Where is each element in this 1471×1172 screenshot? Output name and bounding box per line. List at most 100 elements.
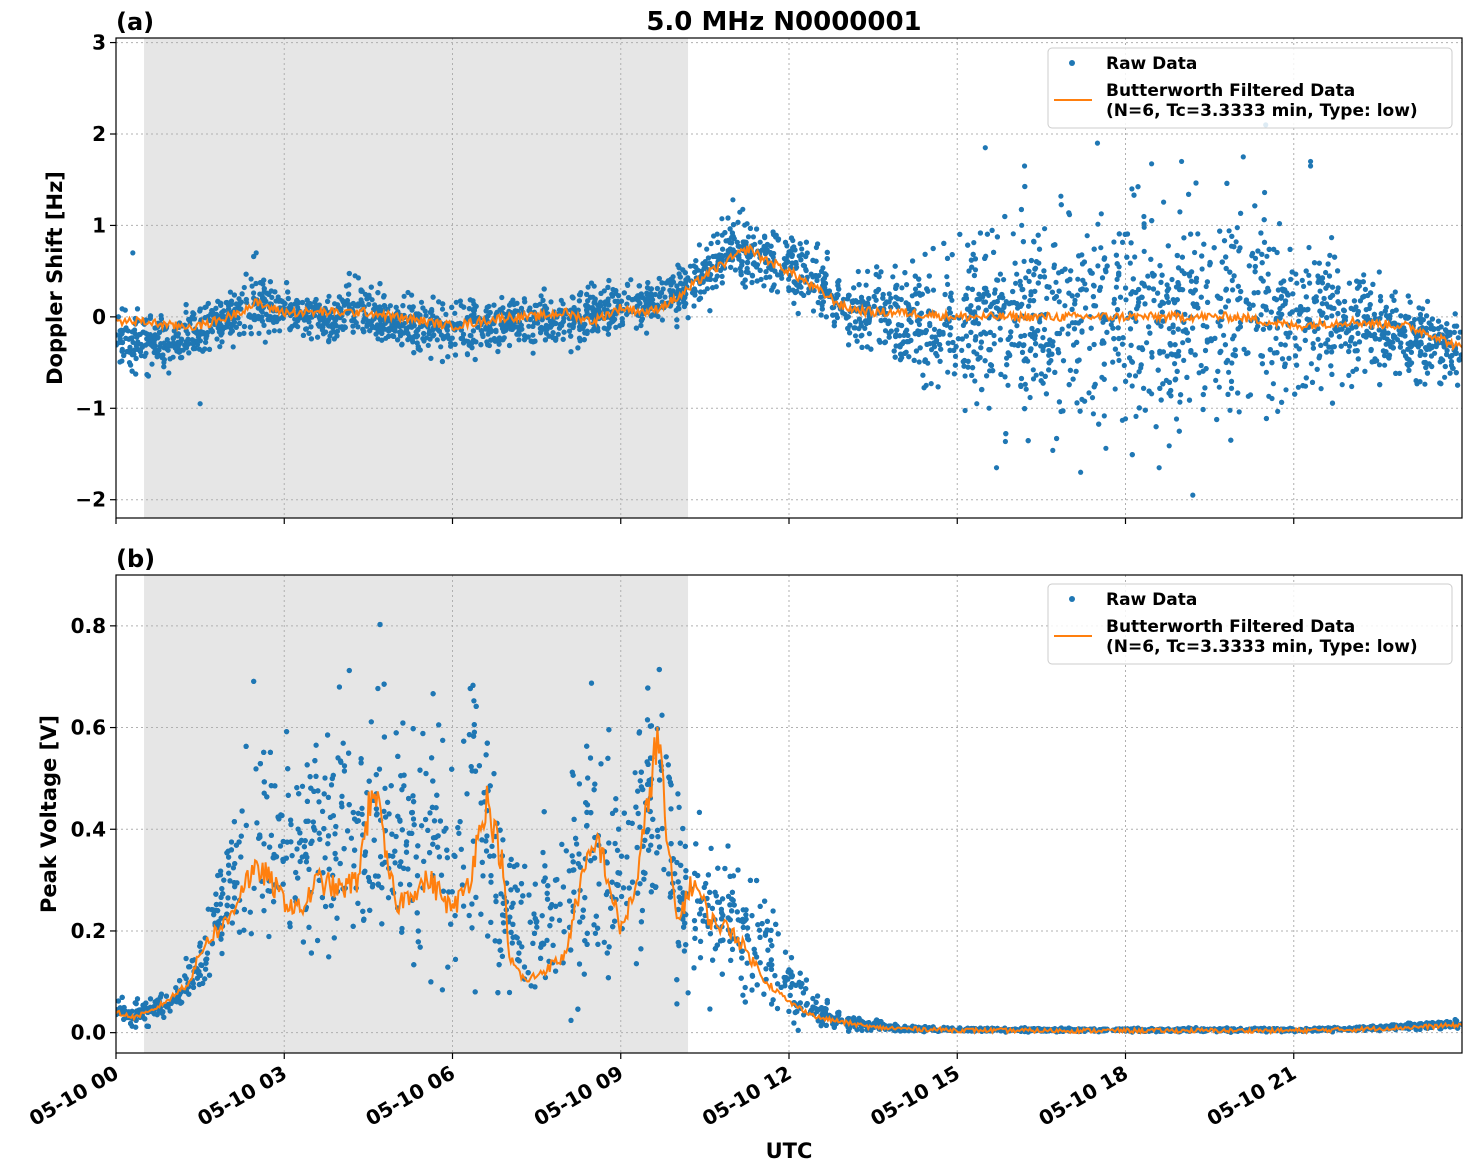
raw-data-point (1117, 294, 1124, 300)
raw-data-point (358, 287, 364, 293)
raw-data-point (1111, 300, 1117, 306)
raw-data-point (1236, 409, 1242, 415)
raw-data-point (1023, 275, 1029, 281)
raw-data-point (911, 357, 917, 363)
raw-data-point (1267, 347, 1273, 353)
raw-data-point (852, 325, 858, 331)
raw-data-point (712, 277, 719, 283)
raw-data-point (982, 255, 988, 261)
raw-data-point (361, 329, 367, 335)
raw-data-point (606, 277, 612, 284)
raw-data-point (790, 245, 796, 251)
raw-data-point (735, 243, 741, 249)
raw-data-point (1278, 295, 1284, 301)
raw-data-point (345, 310, 351, 316)
raw-data-point (142, 353, 148, 359)
raw-data-point (865, 302, 871, 308)
raw-data-point (1032, 266, 1038, 272)
raw-data-point (904, 339, 910, 345)
raw-data-point (381, 293, 387, 299)
raw-data-point (315, 334, 321, 340)
raw-data-point (929, 334, 935, 340)
raw-data-point (814, 277, 820, 283)
raw-data-point (920, 372, 926, 378)
raw-data-point (1286, 355, 1292, 361)
raw-data-point (350, 323, 356, 329)
raw-data-point (546, 333, 552, 339)
raw-data-point (892, 354, 898, 360)
raw-data-point (786, 276, 792, 282)
raw-data-point (1423, 325, 1429, 331)
raw-data-point (389, 322, 395, 328)
raw-data-point (527, 316, 533, 323)
raw-data-point (916, 359, 922, 365)
raw-data-point (1335, 310, 1341, 317)
raw-data-point (846, 342, 852, 348)
raw-data-point (1017, 282, 1024, 288)
raw-data-point (485, 342, 491, 348)
raw-data-point (259, 309, 265, 315)
raw-data-point (888, 328, 894, 334)
raw-data-point (1261, 239, 1268, 245)
raw-data-point (1201, 241, 1207, 247)
raw-data-point (732, 267, 739, 273)
raw-data-point (1299, 277, 1305, 283)
raw-data-point (1033, 372, 1039, 378)
raw-data-point (1160, 349, 1166, 355)
raw-data-point (1283, 387, 1289, 393)
raw-data-point (886, 334, 892, 340)
raw-data-point (644, 285, 651, 291)
raw-data-point (1004, 362, 1010, 368)
raw-data-point (1104, 329, 1110, 335)
raw-data-point (1440, 357, 1446, 363)
raw-data-point (1141, 248, 1147, 254)
raw-data-point (1231, 333, 1237, 339)
raw-data-point (413, 329, 419, 335)
raw-data-point (243, 271, 249, 277)
raw-data-point (1135, 184, 1141, 190)
raw-data-point (1370, 281, 1376, 287)
raw-data-point (1325, 337, 1331, 343)
raw-data-point (457, 320, 463, 326)
raw-data-point (1174, 252, 1180, 259)
raw-data-point (1341, 313, 1347, 320)
raw-data-point (1330, 344, 1336, 350)
raw-data-point (770, 229, 776, 235)
raw-data-point (1018, 382, 1024, 388)
raw-data-point (1276, 221, 1283, 227)
raw-data-point (346, 302, 352, 308)
raw-data-point (1367, 302, 1373, 308)
raw-data-point (1157, 385, 1163, 391)
raw-data-point (1145, 273, 1151, 279)
raw-data-point (1329, 371, 1335, 377)
raw-data-point (540, 297, 546, 303)
raw-data-point (1229, 233, 1235, 239)
raw-data-point (1147, 330, 1153, 336)
raw-data-point (1225, 391, 1231, 397)
raw-data-point (1199, 253, 1205, 259)
raw-data-point (452, 310, 458, 316)
raw-data-point (1245, 350, 1251, 356)
raw-data-point (1177, 399, 1183, 405)
raw-data-point (336, 294, 342, 300)
raw-data-point (965, 358, 971, 364)
raw-data-point (1022, 183, 1028, 190)
raw-data-point (1307, 280, 1313, 286)
raw-data-point (1315, 273, 1321, 279)
raw-data-point (893, 333, 899, 340)
raw-data-point (1113, 284, 1119, 290)
raw-data-point (1021, 258, 1027, 264)
raw-data-point (1127, 326, 1134, 332)
raw-data-point (840, 296, 847, 302)
raw-data-point (757, 239, 763, 245)
raw-data-point (674, 324, 680, 330)
raw-data-point (134, 306, 141, 312)
raw-data-point (1182, 311, 1188, 317)
raw-data-point (858, 294, 865, 300)
raw-data-point (560, 318, 567, 325)
raw-data-point (1020, 286, 1026, 292)
raw-data-point (921, 385, 927, 391)
raw-data-point (355, 324, 361, 330)
raw-data-point (1129, 186, 1135, 192)
raw-data-point (1269, 395, 1275, 402)
